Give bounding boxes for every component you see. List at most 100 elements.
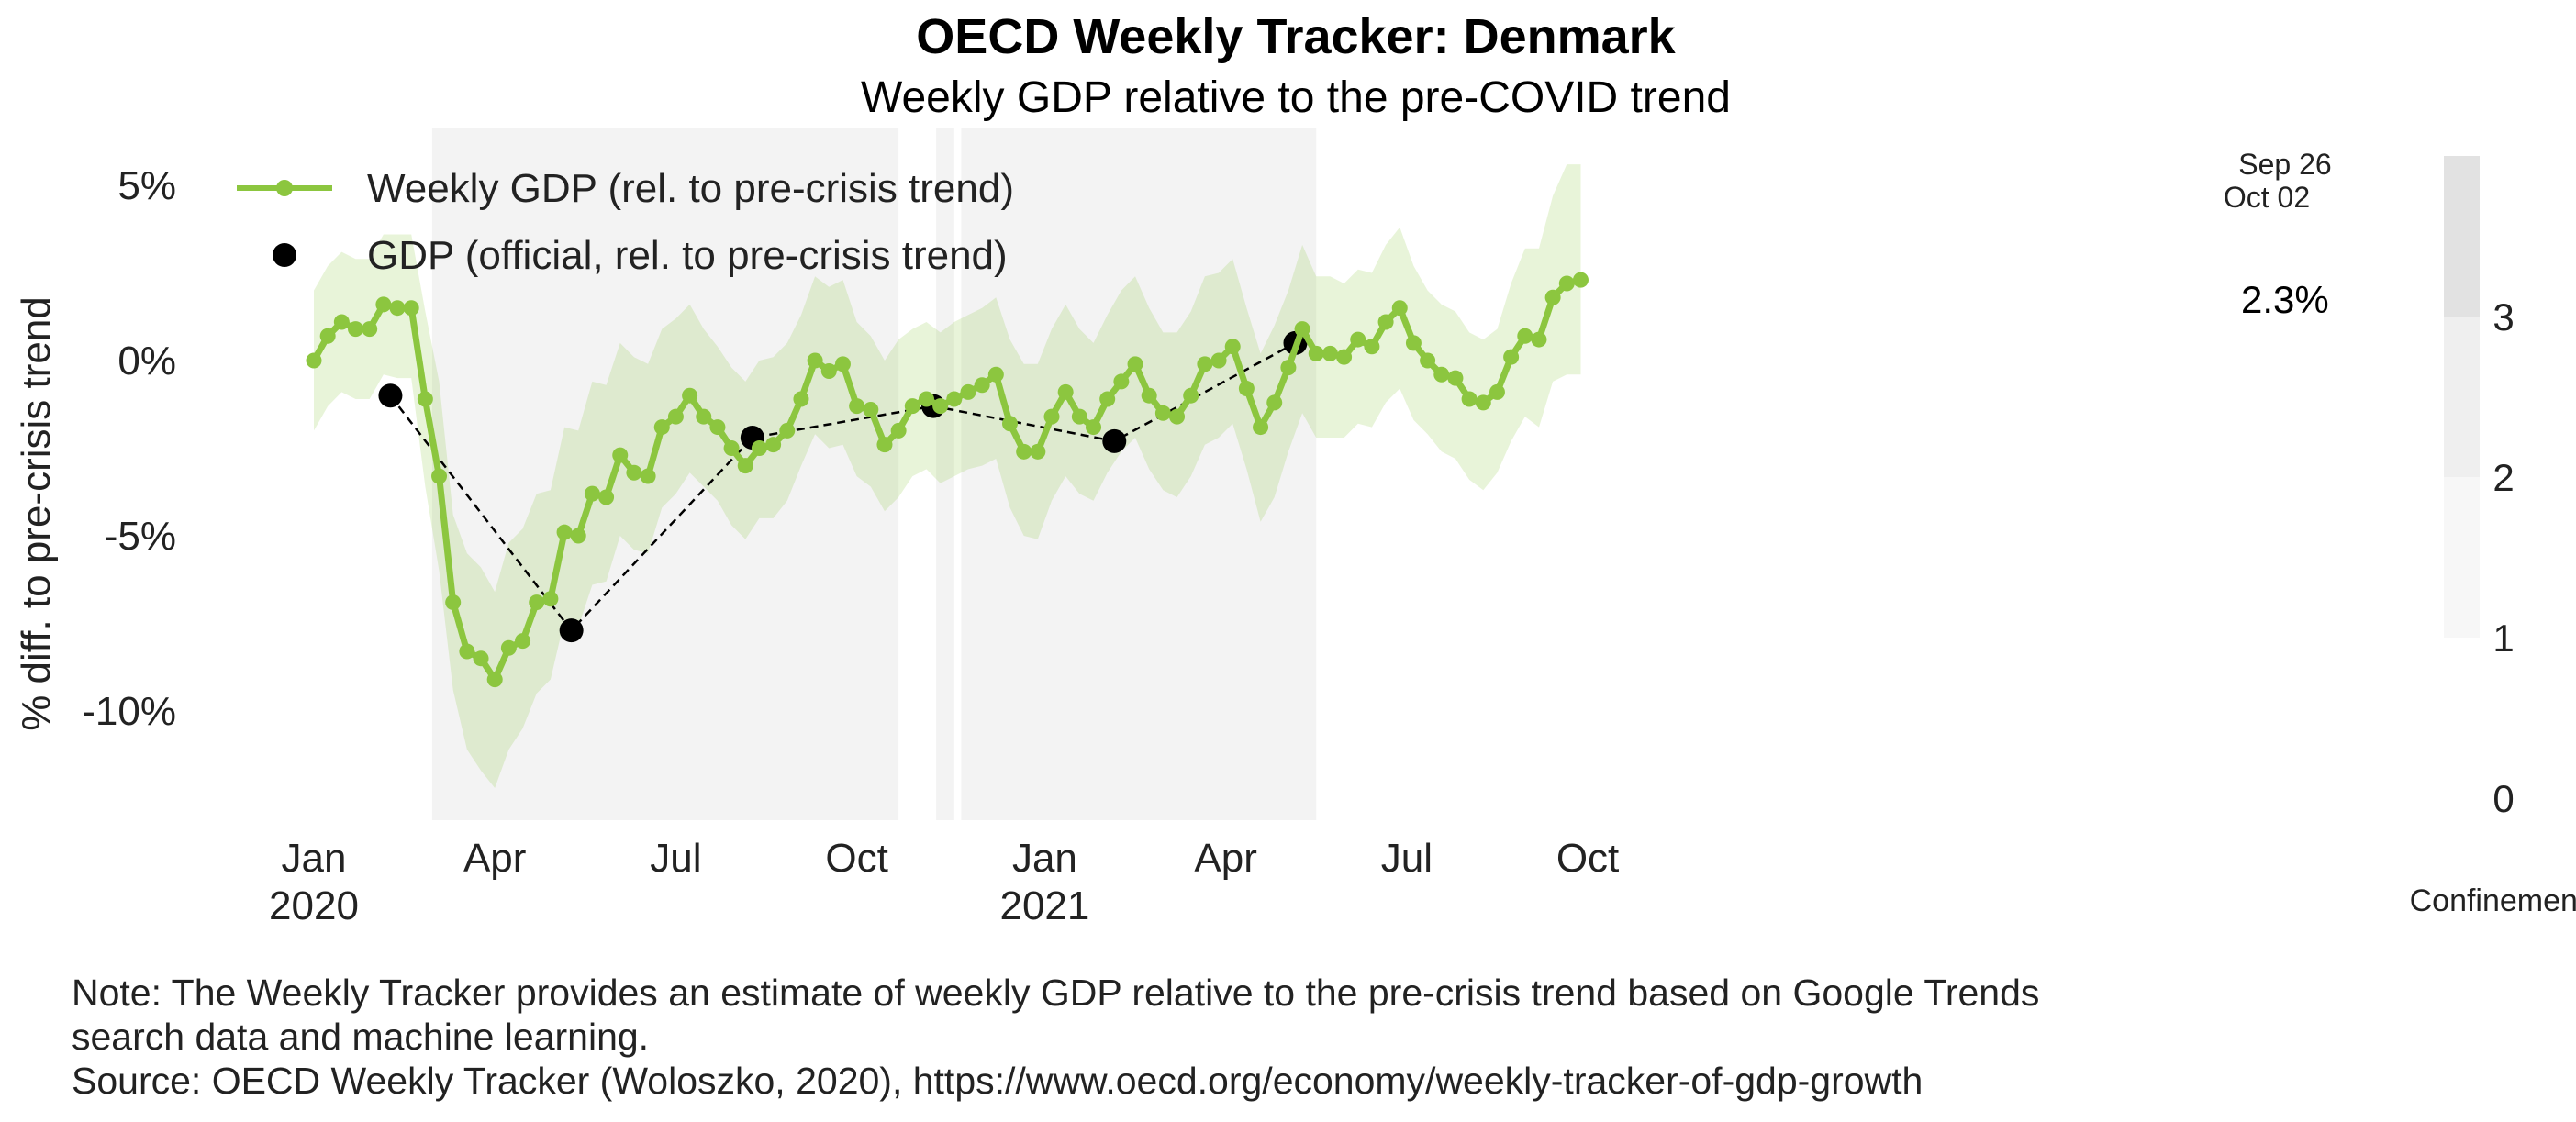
confinement-period-2 — [961, 128, 1317, 820]
colorbar-level-0 — [2444, 638, 2480, 798]
weekly-gdp-point-17 — [542, 591, 559, 607]
official-gdp-point-1 — [559, 618, 584, 643]
weekly-gdp-point-88 — [1531, 331, 1547, 348]
y-tick-label-3: -10% — [82, 689, 176, 734]
last-week-end-date: Oct 02 — [2224, 181, 2310, 214]
confinement-colorbar: 0 1 2 3 — [2444, 156, 2515, 820]
x-tick-label-5: Apr — [1194, 836, 1256, 881]
weekly-gdp-point-56 — [1086, 419, 1102, 436]
weekly-gdp-point-11 — [459, 643, 475, 660]
weekly-gdp-point-45 — [932, 398, 949, 415]
weekly-gdp-point-59 — [1127, 356, 1143, 372]
weekly-gdp-point-80 — [1420, 352, 1436, 369]
x-tick-year-4: 2021 — [999, 883, 1089, 928]
weekly-gdp-point-84 — [1475, 394, 1491, 411]
colorbar-tick-0: 0 — [2492, 777, 2514, 820]
weekly-gdp-point-55 — [1071, 408, 1087, 425]
weekly-gdp-point-16 — [529, 594, 545, 611]
colorbar-label: Confinement — [2410, 883, 2576, 918]
official-gdp-point-0 — [378, 383, 403, 408]
weekly-gdp-point-73 — [1321, 345, 1338, 361]
weekly-gdp-point-89 — [1544, 289, 1561, 305]
weekly-gdp-point-35 — [793, 391, 809, 407]
weekly-gdp-point-3 — [348, 321, 364, 338]
colorbar-level-2 — [2444, 317, 2480, 477]
weekly-gdp-point-67 — [1238, 381, 1255, 397]
weekly-gdp-point-85 — [1489, 383, 1505, 400]
x-tick-label-3: Oct — [825, 836, 887, 881]
weekly-gdp-confidence-band — [314, 164, 1581, 789]
weekly-gdp-point-5 — [375, 296, 392, 313]
weekly-gdp-point-22 — [612, 447, 629, 463]
weekly-gdp-point-77 — [1377, 314, 1394, 330]
weekly-gdp-point-31 — [737, 458, 753, 474]
weekly-gdp-point-7 — [403, 300, 419, 317]
weekly-gdp-point-28 — [696, 408, 712, 425]
chart-title: OECD Weekly Tracker: Denmark — [916, 9, 1676, 64]
weekly-gdp-point-43 — [904, 398, 920, 415]
weekly-gdp-point-36 — [807, 352, 823, 369]
weekly-gdp-point-53 — [1043, 408, 1060, 425]
weekly-gdp-point-24 — [640, 468, 656, 484]
x-tick-label-7: Oct — [1556, 836, 1619, 881]
weekly-gdp-point-69 — [1266, 394, 1283, 411]
weekly-gdp-point-61 — [1154, 405, 1171, 421]
weekly-gdp-point-19 — [570, 528, 586, 544]
weekly-gdp-point-29 — [709, 419, 726, 436]
official-gdp-line — [389, 341, 1297, 633]
weekly-gdp-point-54 — [1057, 383, 1074, 400]
x-tick-label-0: Jan — [282, 836, 347, 881]
weekly-gdp-point-12 — [473, 650, 489, 667]
chart-subtitle: Weekly GDP relative to the pre-COVID tre… — [861, 73, 1731, 122]
chart-footnote: Note: The Weekly Tracker provides an est… — [72, 971, 2458, 1103]
weekly-gdp-point-41 — [876, 437, 893, 453]
weekly-gdp-point-78 — [1391, 300, 1408, 317]
last-value-label: 2.3% — [2241, 278, 2329, 321]
weekly-gdp-point-65 — [1210, 352, 1227, 369]
x-tick-label-6: Jul — [1381, 836, 1433, 881]
weekly-gdp-point-42 — [890, 422, 907, 439]
weekly-gdp-point-91 — [1572, 272, 1589, 288]
weekly-gdp-point-20 — [584, 485, 600, 502]
weekly-gdp-point-82 — [1447, 370, 1464, 386]
y-tick-label-2: -5% — [105, 514, 176, 559]
weekly-gdp-series — [306, 272, 1589, 688]
confinement-period-1 — [936, 128, 954, 820]
weekly-gdp-point-33 — [765, 437, 782, 453]
weekly-gdp-point-10 — [445, 594, 462, 611]
weekly-gdp-point-70 — [1280, 360, 1297, 376]
colorbar-tick-1: 1 — [2492, 617, 2514, 660]
weekly-gdp-point-86 — [1503, 349, 1520, 365]
weekly-gdp-point-37 — [820, 362, 837, 379]
colorbar-level-3 — [2444, 156, 2480, 317]
weekly-gdp-point-30 — [723, 440, 740, 456]
weekly-gdp-point-79 — [1405, 335, 1422, 351]
weekly-gdp-point-32 — [751, 440, 767, 456]
legend-official-label: GDP (official, rel. to pre-crisis trend) — [367, 233, 1008, 278]
confinement-period-0 — [431, 128, 899, 820]
weekly-gdp-point-58 — [1113, 373, 1130, 390]
weekly-gdp-point-76 — [1364, 339, 1380, 355]
y-tick-label-1: 0% — [117, 339, 176, 383]
weekly-gdp-point-72 — [1308, 345, 1324, 361]
weekly-gdp-point-13 — [486, 672, 503, 688]
weekly-gdp-point-44 — [918, 391, 934, 407]
colorbar-level-1 — [2444, 477, 2480, 638]
legend-official-marker — [273, 243, 296, 267]
weekly-gdp-point-51 — [1016, 443, 1032, 460]
weekly-gdp-point-4 — [362, 321, 378, 338]
weekly-gdp-point-27 — [682, 387, 698, 404]
weekly-gdp-point-90 — [1558, 275, 1575, 292]
weekly-gdp-point-6 — [389, 300, 406, 317]
weekly-gdp-point-40 — [863, 401, 879, 417]
last-week-start-date: Sep 26 — [2238, 148, 2331, 181]
weekly-gdp-point-60 — [1141, 387, 1157, 404]
official-gdp-point-4 — [1102, 428, 1127, 453]
y-tick-label-0: 5% — [117, 163, 176, 208]
weekly-gdp-point-21 — [598, 489, 615, 505]
weekly-gdp-point-47 — [960, 383, 976, 400]
weekly-gdp-point-48 — [974, 377, 990, 394]
weekly-gdp-point-46 — [946, 391, 963, 407]
